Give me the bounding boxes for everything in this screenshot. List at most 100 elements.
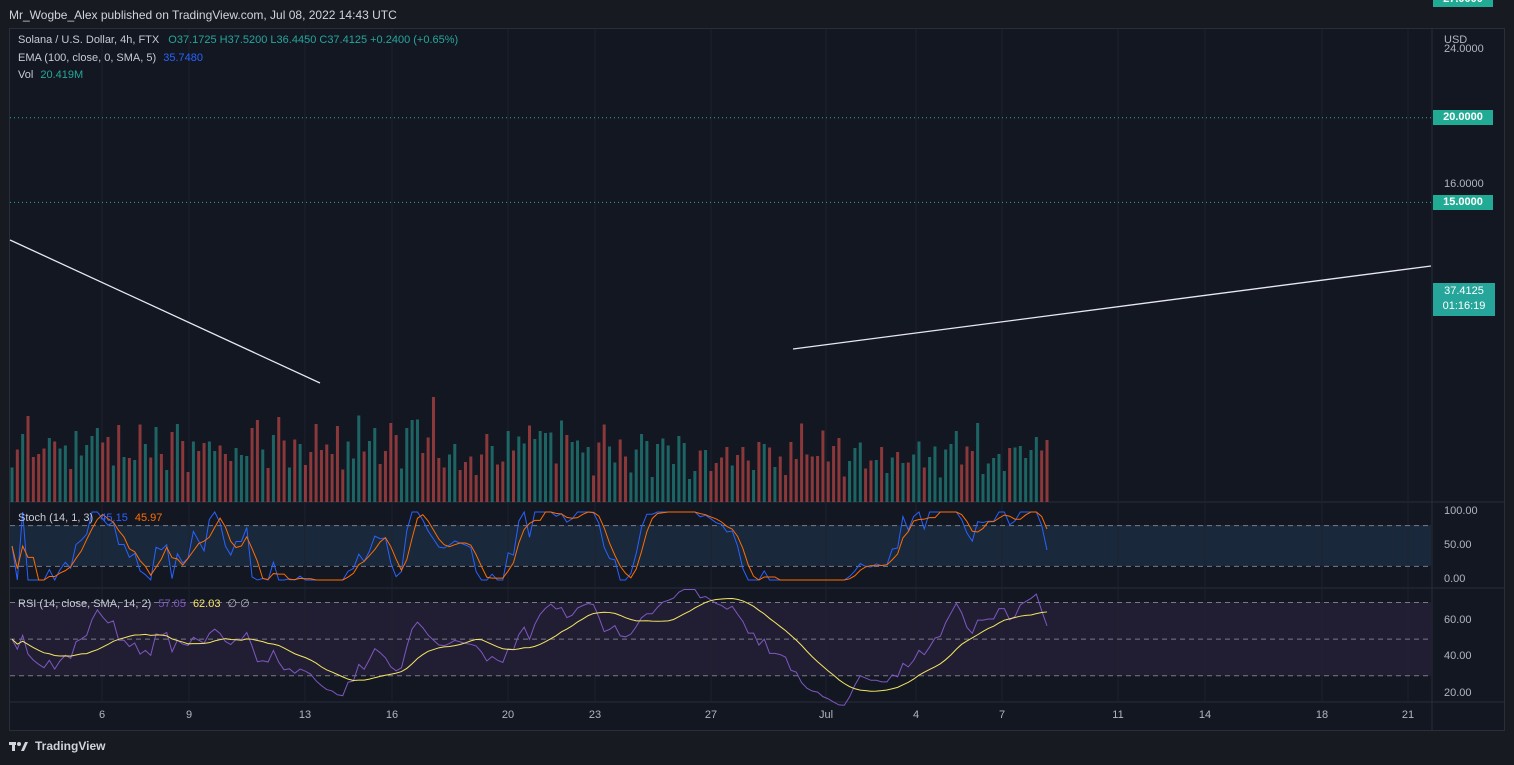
volume-bar [175, 424, 179, 502]
volume-bar [239, 455, 243, 502]
volume-bar [101, 442, 105, 502]
volume-bar [666, 445, 670, 502]
stoch-label: Stoch (14, 1, 3) [18, 512, 94, 524]
time-tick: Jul [818, 709, 834, 721]
volume-bar [378, 464, 382, 502]
volume-bar [117, 425, 121, 502]
volume-bar [111, 465, 115, 502]
volume-bar [656, 444, 660, 502]
volume-bar [85, 445, 89, 502]
volume-bar [501, 461, 505, 502]
volume-bar [890, 457, 894, 502]
volume-bar [143, 444, 147, 502]
volume-bar [602, 424, 606, 502]
volume-bar [186, 472, 190, 502]
rsi-sma-value: 62.03 [192, 598, 221, 610]
volume-bar [613, 462, 617, 502]
volume-bar [266, 468, 270, 502]
volume-bar [127, 458, 131, 502]
volume-bar [880, 447, 884, 502]
volume-bar [725, 447, 729, 502]
volume-bar [213, 451, 217, 502]
volume-bar [954, 431, 958, 502]
volume-bar [442, 467, 446, 502]
volume-bar [805, 454, 809, 502]
volume-bar [848, 461, 852, 502]
volume-bar [762, 444, 766, 502]
volume-bar [69, 469, 73, 502]
volume-bar [26, 416, 30, 502]
time-tick: 7 [998, 709, 1006, 721]
volume-bar [159, 454, 163, 502]
volume-bar [47, 438, 51, 502]
volume-bar [479, 454, 483, 502]
rsi-sma-line [11, 598, 1048, 692]
volume-bar [640, 434, 644, 502]
volume-bar [234, 448, 238, 502]
volume-bar [949, 444, 953, 502]
rsi-legend: RSI (14, close, SMA, 14, 2) 57.05 62.03 … [18, 597, 250, 610]
volume-bar [784, 475, 788, 502]
volume-bar [207, 441, 211, 502]
volume-bar [773, 467, 777, 502]
volume-bar [768, 447, 772, 502]
volume-bar [330, 454, 334, 502]
oscillator-tick: 100.00 [1444, 505, 1478, 517]
volume-bar [15, 449, 19, 502]
last-price-badge: 37.4125 01:16:19 [1433, 283, 1495, 316]
volume-bar [95, 428, 99, 502]
volume-bar [832, 446, 836, 502]
volume-bar [624, 456, 628, 502]
volume-bar [138, 424, 142, 502]
volume-bar [576, 440, 580, 502]
volume-bar [821, 430, 825, 502]
volume-bar [746, 460, 750, 502]
volume-legend: Vol 20.419M [18, 69, 83, 81]
volume-bar [277, 417, 281, 502]
volume-bar [928, 457, 932, 502]
volume-bar [405, 428, 409, 502]
volume-bar [1018, 446, 1022, 502]
volume-bar [698, 450, 702, 502]
volume-bar [917, 441, 921, 502]
tradingview-logo-icon [9, 742, 28, 751]
volume-bar [752, 470, 756, 502]
volume-bar [485, 434, 489, 502]
volume-bar [901, 463, 905, 502]
volume-bar [325, 444, 329, 502]
volume-bar [896, 452, 900, 502]
volume-bar [389, 423, 393, 502]
volume-bar [202, 443, 206, 502]
stoch-d-value: 45.97 [134, 512, 163, 524]
volume-bar [373, 428, 377, 502]
time-tick: 13 [298, 709, 312, 721]
volume-bar [426, 437, 430, 502]
volume-bar [986, 463, 990, 502]
volume-bar [271, 435, 275, 502]
price-level-badge: 27.0000 [1433, 0, 1493, 7]
volume-bar [303, 465, 307, 502]
volume-bar [693, 471, 697, 502]
volume-bar [618, 439, 622, 502]
volume-bar [298, 444, 302, 502]
oscillator-tick: 50.00 [1444, 539, 1472, 551]
oscillator-tick: 0.00 [1444, 573, 1466, 585]
volume-bar [261, 449, 265, 502]
volume-bar [842, 476, 846, 502]
volume-bar [837, 438, 841, 502]
volume-bar [570, 442, 574, 502]
volume-bar [58, 448, 62, 502]
volume-bar [1034, 437, 1038, 502]
volume-bar [549, 432, 553, 502]
price-tick: 24.0000 [1444, 42, 1484, 55]
time-tick: 9 [185, 709, 193, 721]
volume-bar [1002, 471, 1006, 502]
volume-bar [992, 458, 996, 502]
volume-bar [223, 454, 227, 502]
volume-bar [282, 440, 286, 502]
volume-bar [218, 445, 222, 502]
volume-bar [730, 465, 734, 502]
volume-bar [250, 428, 254, 502]
time-tick: 21 [1401, 709, 1415, 721]
